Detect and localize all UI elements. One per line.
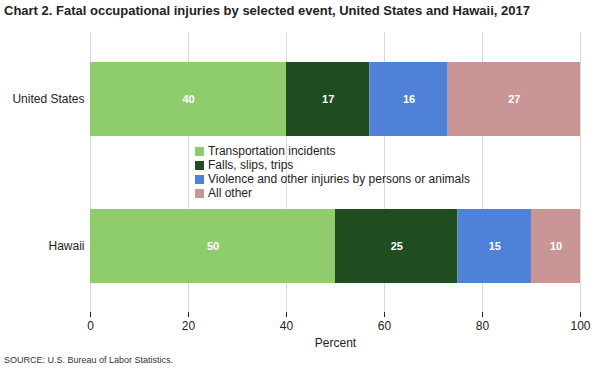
svg-text:United States: United States: [12, 92, 84, 106]
svg-text:27: 27: [508, 93, 520, 105]
svg-text:16: 16: [403, 93, 415, 105]
svg-text:17: 17: [322, 93, 334, 105]
svg-text:10: 10: [550, 240, 562, 252]
svg-text:0: 0: [87, 319, 94, 333]
svg-text:80: 80: [476, 319, 490, 333]
svg-text:100: 100: [570, 319, 590, 333]
svg-text:40: 40: [182, 93, 194, 105]
svg-text:25: 25: [391, 240, 403, 252]
svg-text:15: 15: [489, 240, 501, 252]
html-text:Falls, slips, trips: Falls, slips, trips: [208, 158, 294, 172]
html-text:Chart 2. Fatal occupational in: Chart 2. Fatal occupational injuries by …: [4, 3, 530, 18]
svg-text:60: 60: [378, 319, 392, 333]
html-text:SOURCE: U.S. Bureau of Labor S: SOURCE: U.S. Bureau of Labor Statistics.: [4, 355, 174, 365]
svg-text:20: 20: [182, 319, 196, 333]
html-text:All other: All other: [208, 186, 252, 200]
svg-text:Hawaii: Hawaii: [48, 239, 84, 253]
svg-text:40: 40: [280, 319, 294, 333]
svg-text:50: 50: [207, 240, 219, 252]
svg-text:Percent: Percent: [315, 336, 357, 350]
html-text:Transportation incidents: Transportation incidents: [208, 144, 336, 158]
html-text:Violence and other injuries by: Violence and other injuries by persons o…: [208, 172, 470, 186]
